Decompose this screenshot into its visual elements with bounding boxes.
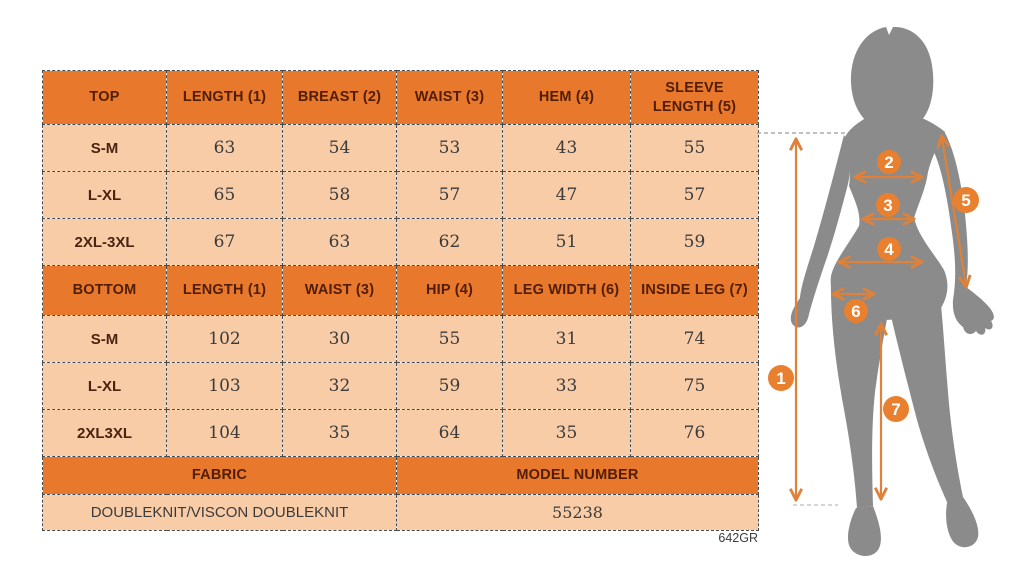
left-foot-silhouette — [847, 506, 881, 557]
measurement-figure: 1 2 3 4 5 6 7 — [755, 20, 1024, 573]
measurement-markers: 1 2 3 4 5 6 7 — [768, 150, 979, 422]
fabric-value-row: DOUBLEKNIT/VISCON DOUBLEKNIT 55238 — [42, 494, 759, 531]
measurement-value: 54 — [282, 124, 397, 172]
sleeve-length-arrow — [942, 138, 966, 285]
measurement-value: 75 — [630, 362, 759, 410]
marker-7-circle — [883, 396, 909, 422]
fabric-value: DOUBLEKNIT/VISCON DOUBLEKNIT — [42, 494, 397, 531]
head-silhouette — [850, 26, 934, 133]
style-code: 642GR — [718, 531, 758, 545]
marker-6-circle — [844, 299, 868, 323]
marker-4-circle — [877, 237, 901, 261]
measurement-value: 35 — [502, 409, 631, 457]
marker-5-circle — [953, 187, 979, 213]
marker-6-label: 6 — [851, 302, 860, 321]
marker-2-circle — [877, 150, 901, 174]
marker-4-label: 4 — [884, 240, 894, 259]
measurement-value: 65 — [166, 171, 283, 219]
column-header-bottom: BOTTOM — [42, 265, 167, 316]
measurement-value: 47 — [502, 171, 631, 219]
marker-3: 3 — [876, 193, 900, 217]
measurement-value: 35 — [282, 409, 397, 457]
column-header-sleeve-length: SLEEVE LENGTH (5) — [630, 70, 759, 125]
measurement-value: 30 — [282, 315, 397, 363]
marker-1-circle — [768, 365, 794, 391]
marker-7: 7 — [883, 396, 909, 422]
table-row: L-XL 103 32 59 33 75 — [42, 362, 759, 410]
size-chart: TOP LENGTH (1) BREAST (2) WAIST (3) HEM … — [42, 70, 759, 531]
right-foot-silhouette — [946, 497, 979, 548]
size-label: L-XL — [42, 171, 167, 219]
measurement-value: 104 — [166, 409, 283, 457]
left-arm-silhouette — [790, 135, 851, 328]
marker-1: 1 — [768, 365, 794, 391]
measurement-value: 64 — [396, 409, 503, 457]
table-row: L-XL 65 58 57 47 57 — [42, 171, 759, 219]
measurement-value: 43 — [502, 124, 631, 172]
marker-1-label: 1 — [776, 369, 785, 388]
size-label: S-M — [42, 124, 167, 172]
table-row: S-M 102 30 55 31 74 — [42, 315, 759, 363]
marker-2-label: 2 — [884, 153, 893, 172]
female-silhouette — [790, 26, 994, 557]
column-header-length: LENGTH (1) — [166, 265, 283, 316]
column-header-length: LENGTH (1) — [166, 70, 283, 125]
measurement-value: 33 — [502, 362, 631, 410]
column-header-hem: HEM (4) — [502, 70, 631, 125]
measurement-value: 67 — [166, 218, 283, 266]
measurement-value: 102 — [166, 315, 283, 363]
measurement-value: 32 — [282, 362, 397, 410]
measurement-value: 57 — [396, 171, 503, 219]
marker-5: 5 — [953, 187, 979, 213]
measurement-value: 58 — [282, 171, 397, 219]
model-number-header: MODEL NUMBER — [396, 456, 759, 495]
right-leg-silhouette — [889, 305, 963, 504]
size-label: S-M — [42, 315, 167, 363]
marker-2: 2 — [877, 150, 901, 174]
measurement-value: 63 — [166, 124, 283, 172]
marker-3-label: 3 — [883, 196, 892, 215]
measurement-value: 59 — [630, 218, 759, 266]
fabric-header-row: FABRIC MODEL NUMBER — [42, 456, 759, 495]
size-label: 2XL3XL — [42, 409, 167, 457]
top-header-row: TOP LENGTH (1) BREAST (2) WAIST (3) HEM … — [42, 70, 759, 125]
fabric-header: FABRIC — [42, 456, 397, 495]
column-header-top: TOP — [42, 70, 167, 125]
marker-7-label: 7 — [891, 400, 900, 419]
measurement-value: 55 — [396, 315, 503, 363]
measurement-value: 55 — [630, 124, 759, 172]
size-label: 2XL-3XL — [42, 218, 167, 266]
column-header-waist: WAIST (3) — [282, 265, 397, 316]
measurement-value: 53 — [396, 124, 503, 172]
measurement-value: 31 — [502, 315, 631, 363]
measurement-value: 62 — [396, 218, 503, 266]
measurement-value: 57 — [630, 171, 759, 219]
column-header-waist: WAIST (3) — [396, 70, 503, 125]
measurement-value: 51 — [502, 218, 631, 266]
table-row: S-M 63 54 53 43 55 — [42, 124, 759, 172]
column-header-inside-leg: INSIDE LEG (7) — [630, 265, 759, 316]
size-chart-table: TOP LENGTH (1) BREAST (2) WAIST (3) HEM … — [42, 70, 759, 531]
measurement-value: 103 — [166, 362, 283, 410]
female-silhouette-diagram: 1 2 3 4 5 6 7 — [757, 26, 994, 557]
column-header-breast: BREAST (2) — [282, 70, 397, 125]
table-row: 2XL-3XL 67 63 62 51 59 — [42, 218, 759, 266]
bottom-header-row: BOTTOM LENGTH (1) WAIST (3) HIP (4) LEG … — [42, 265, 759, 316]
table-row: 2XL3XL 104 35 64 35 76 — [42, 409, 759, 457]
marker-4: 4 — [877, 237, 901, 261]
marker-3-circle — [876, 193, 900, 217]
measurement-value: 74 — [630, 315, 759, 363]
measurement-value: 59 — [396, 362, 503, 410]
measurement-arrows — [796, 138, 966, 498]
measurement-value: 63 — [282, 218, 397, 266]
marker-6: 6 — [844, 299, 868, 323]
column-header-hip: HIP (4) — [396, 265, 503, 316]
size-label: L-XL — [42, 362, 167, 410]
measurement-value: 76 — [630, 409, 759, 457]
column-header-leg-width: LEG WIDTH (6) — [502, 265, 631, 316]
model-number-value: 55238 — [396, 494, 759, 531]
marker-5-label: 5 — [961, 191, 970, 210]
